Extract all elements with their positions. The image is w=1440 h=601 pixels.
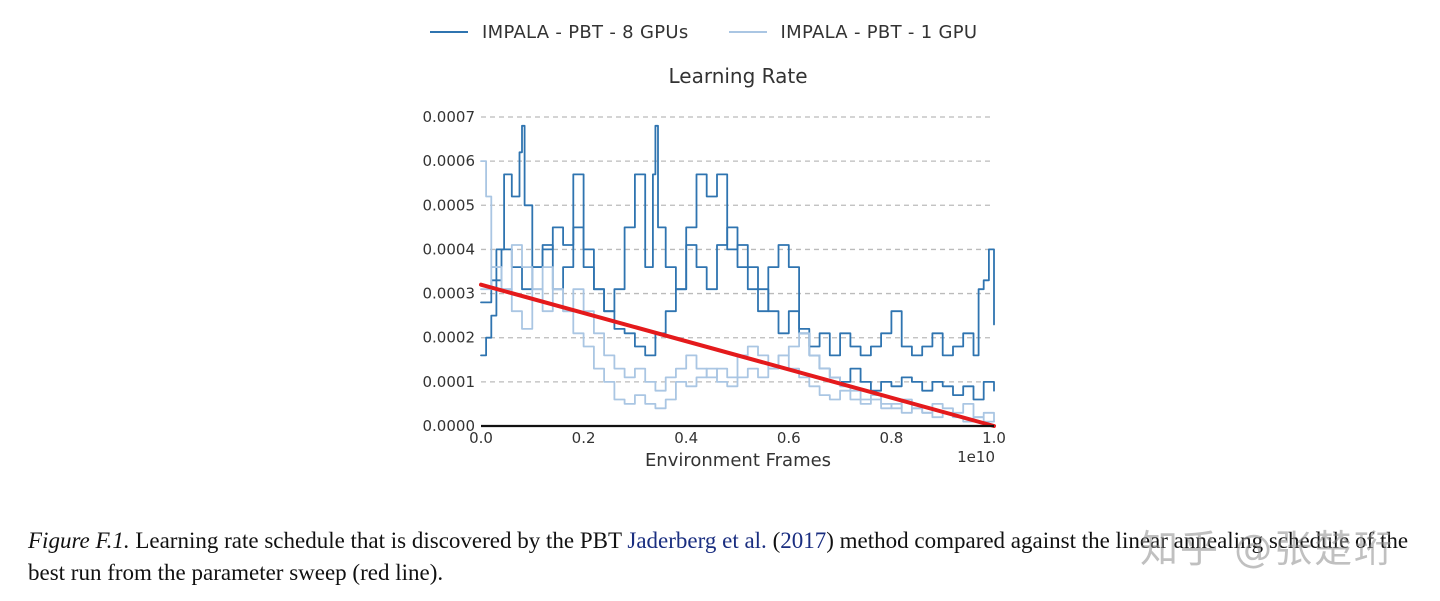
y-tick-label-5: 0.0005	[423, 196, 476, 214]
y-tick-label-4: 0.0004	[423, 240, 476, 258]
x-axis-multiplier: 1e10	[957, 448, 995, 466]
y-tick-label-1: 0.0001	[423, 373, 476, 391]
x-tick-label-4: 0.8	[879, 429, 903, 447]
x-axis-label: Environment Frames	[645, 450, 831, 471]
caption-figure-label: Figure F.1.	[28, 528, 130, 553]
series-line-4	[479, 282, 996, 428]
legend-label-1gpu: IMPALA - PBT - 1 GPU	[780, 21, 978, 43]
watermark: 知乎 @张楚珩	[1140, 527, 1395, 571]
caption-text-mid: (	[766, 528, 781, 553]
citation-link-authors[interactable]: Jaderberg et al.	[627, 528, 767, 553]
axes: 0.00000.00010.00020.00030.00040.00050.00…	[423, 108, 1006, 447]
caption-text-after: ) method compared against the linear ann…	[28, 528, 1409, 585]
legend-label-8gpu: IMPALA - PBT - 8 GPUs	[482, 21, 689, 43]
chart-title: Learning Rate	[668, 64, 807, 88]
citation-link-year[interactable]: 2017	[780, 528, 827, 553]
x-tick-label-0: 0.0	[469, 429, 493, 447]
x-tick-label-2: 0.4	[674, 429, 698, 447]
caption-text-before: Learning rate schedule that is discovere…	[129, 528, 628, 553]
legend-swatch-1gpu	[728, 31, 767, 33]
figure-caption: Figure F.1. Learning rate schedule that …	[28, 525, 1418, 589]
series-line-1	[480, 226, 995, 401]
series-line-3	[480, 266, 995, 423]
chart-legend: IMPALA - PBT - 8 GPUs IMPALA - PBT - 1 G…	[430, 18, 1017, 46]
legend-item-1gpu: IMPALA - PBT - 1 GPU	[728, 21, 978, 43]
legend-item-8gpu: IMPALA - PBT - 8 GPUs	[430, 22, 689, 43]
y-tick-label-7: 0.0007	[423, 108, 476, 126]
y-tick-label-2: 0.0002	[423, 329, 476, 347]
y-tick-label-3: 0.0003	[423, 285, 476, 303]
x-tick-label-1: 0.2	[572, 429, 596, 447]
series-lines	[479, 124, 996, 428]
y-tick-label-6: 0.0006	[423, 152, 476, 170]
x-tick-label-5: 1.0	[982, 429, 1006, 447]
legend-swatch-8gpu	[430, 31, 468, 33]
learning-rate-chart: Learning Rate 0.0000 0.0001 0.0002 0.0003 0.…	[423, 64, 1006, 471]
y-tick-label-0: 0.0000	[423, 417, 476, 435]
x-tick-label-3: 0.6	[777, 429, 801, 447]
